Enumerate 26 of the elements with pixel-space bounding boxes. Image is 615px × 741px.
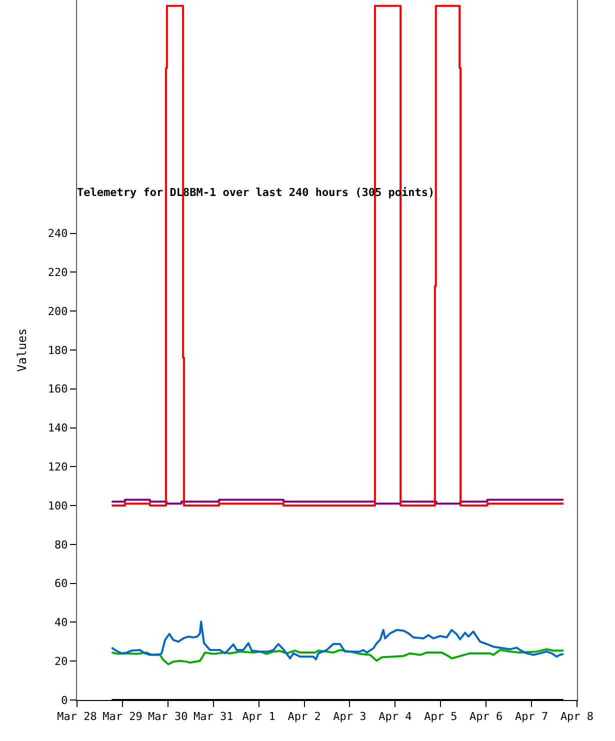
y-tick-label: 220	[48, 266, 68, 280]
y-tick-label: 100	[48, 499, 68, 512]
x-tick-label: Mar 30	[148, 710, 188, 724]
y-tick-label: 60	[54, 577, 68, 590]
x-tick-label: Apr 3	[333, 710, 366, 724]
x-tick-label: Apr 2	[288, 710, 321, 724]
x-tick-label: Apr 5	[424, 710, 458, 724]
x-tick-label: Mar 28	[57, 710, 97, 724]
y-tick-label: 240	[48, 227, 68, 240]
y-tick-label: 20	[54, 654, 68, 668]
y-axis-title: Values	[15, 328, 30, 372]
x-tick-label: Apr 6	[470, 710, 503, 724]
x-tick-label: Mar 29	[102, 710, 142, 724]
x-tick-label: Apr 4	[378, 710, 412, 724]
y-tick-label: 40	[54, 616, 68, 630]
x-tick-label: Apr 7	[514, 710, 548, 724]
y-tick-label: 200	[48, 304, 68, 318]
y-tick-label: 160	[48, 382, 68, 396]
x-tick-label: Mar 31	[193, 710, 234, 724]
y-tick-label: 120	[48, 460, 68, 474]
x-tick-label: Apr 8	[560, 710, 594, 724]
y-tick-label: 80	[54, 538, 68, 552]
y-tick-label: 0	[61, 694, 68, 707]
x-tick-label: Apr 1	[242, 710, 276, 724]
y-tick-label: 140	[48, 422, 68, 435]
y-tick-label: 180	[48, 344, 68, 357]
